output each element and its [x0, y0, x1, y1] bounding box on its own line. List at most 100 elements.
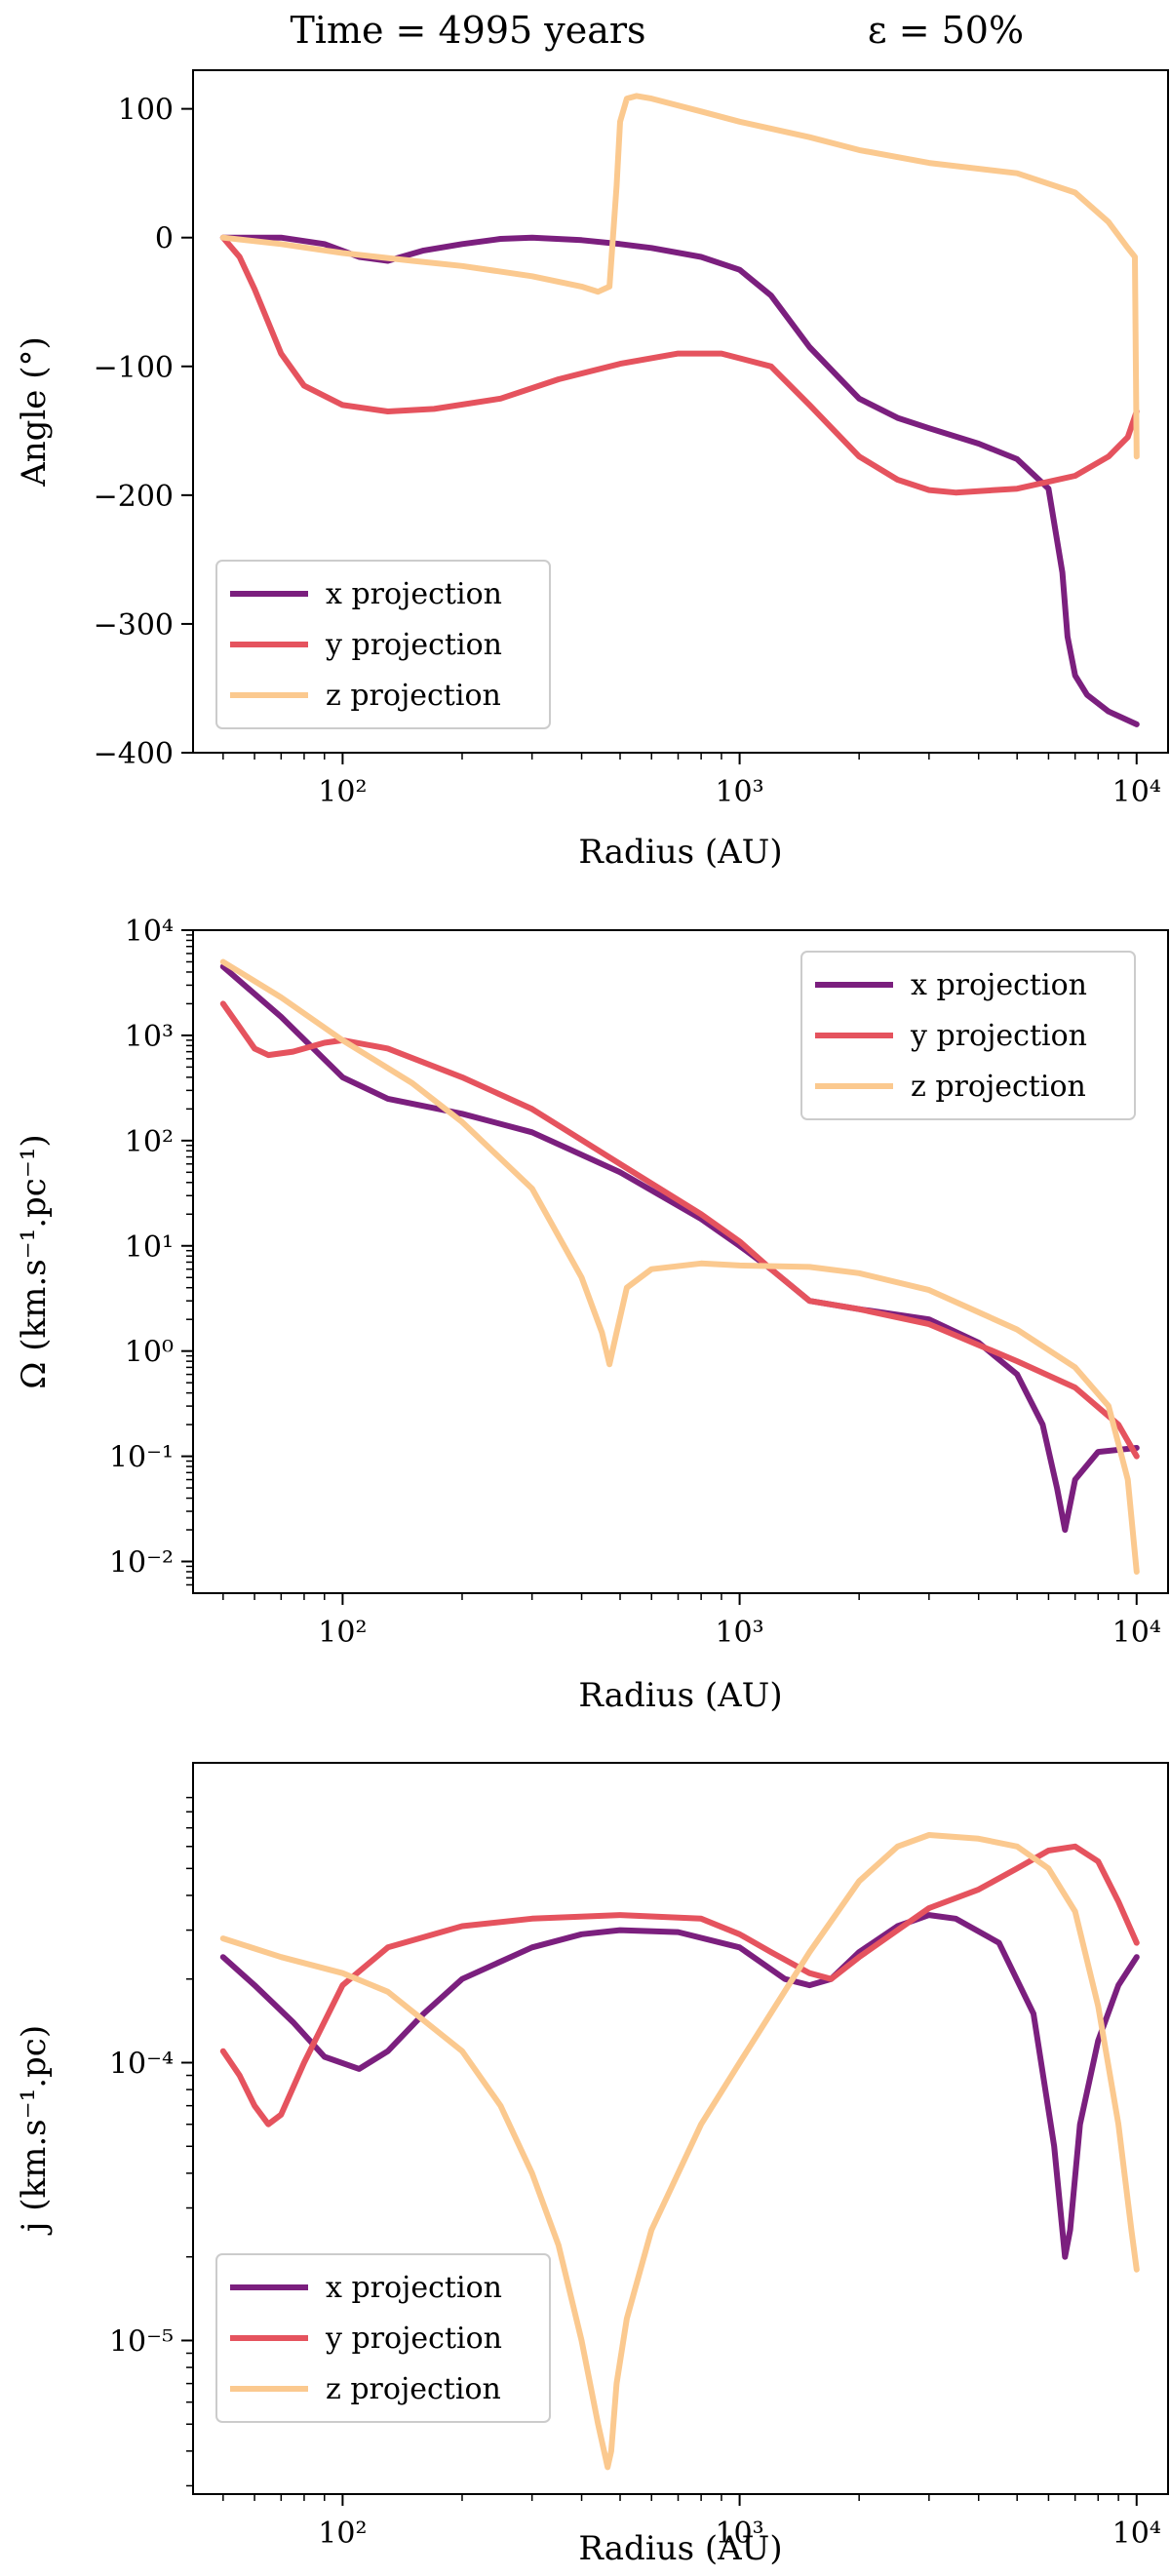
- data-point: [1045, 1865, 1051, 1871]
- data-point: [926, 1321, 932, 1327]
- data-point: [926, 425, 932, 431]
- specific-angular-momentum-panel: 10² 10³ 10⁴ 10⁻⁴ 10⁻⁵ Radius (AU) j (km.s⁻¹.pc…: [15, 1762, 1169, 2568]
- figure-title-time: Time = 4995 years: [290, 9, 645, 52]
- data-point: [220, 1000, 226, 1006]
- data-point: [806, 402, 812, 408]
- data-point: [459, 2049, 465, 2054]
- data-point: [265, 2122, 271, 2127]
- data-point: [237, 1024, 243, 1030]
- data-point: [737, 1263, 743, 1268]
- x-tick-label: 10³: [715, 775, 763, 809]
- data-point: [1072, 673, 1078, 679]
- data-point: [1072, 1909, 1078, 1914]
- data-point: [421, 2010, 426, 2016]
- data-point: [1095, 1449, 1101, 1455]
- y-tick-label: −400: [94, 737, 174, 771]
- data-point: [606, 284, 612, 290]
- data-point: [1134, 722, 1140, 727]
- legend-frame: [800, 951, 1136, 1120]
- data-point: [996, 1940, 1002, 1946]
- data-point: [1106, 1403, 1112, 1409]
- data-point: [556, 2243, 562, 2248]
- data-point: [976, 441, 982, 447]
- data-point: [529, 1129, 535, 1135]
- data-point: [613, 2381, 619, 2387]
- axes-frame: [192, 69, 1169, 754]
- x-tick-label: 10³: [715, 1616, 763, 1650]
- data-point: [278, 241, 284, 247]
- data-point: [220, 2049, 226, 2054]
- data-point: [698, 108, 704, 114]
- data-point: [291, 2019, 295, 2025]
- data-point: [579, 1274, 584, 1280]
- data-point: [926, 488, 932, 493]
- y-tick-label: 10⁻²: [109, 1546, 174, 1581]
- data-point: [385, 1096, 391, 1102]
- data-point: [608, 2448, 614, 2454]
- data-point: [252, 1982, 257, 1988]
- x-axis-label: Radius (AU): [578, 833, 782, 872]
- data-point: [624, 2316, 630, 2322]
- y-tick-label: −100: [94, 351, 174, 385]
- data-point: [529, 1186, 535, 1191]
- data-point: [529, 1944, 535, 1950]
- data-point: [953, 1916, 958, 1922]
- data-point: [613, 183, 619, 189]
- data-point: [1125, 245, 1131, 251]
- data-point: [356, 2066, 362, 2072]
- y-tick-label: 10⁰: [125, 1336, 174, 1370]
- data-point: [421, 248, 426, 254]
- data-point: [431, 406, 437, 411]
- series-line-y-projection: [219, 234, 1140, 496]
- data-point: [1072, 190, 1078, 195]
- data-point: [339, 1982, 345, 1988]
- data-point: [237, 254, 243, 259]
- series-line-x-projection: [219, 1912, 1140, 2260]
- data-point: [617, 1928, 623, 1933]
- data-point: [617, 1161, 623, 1167]
- data-point: [1014, 486, 1020, 491]
- data-point: [648, 1267, 654, 1272]
- data-point: [529, 2170, 535, 2176]
- y-tick-label: 10³: [125, 1020, 174, 1054]
- data-point: [698, 2122, 704, 2127]
- data-point: [529, 1916, 535, 1922]
- data-point: [624, 1285, 630, 1291]
- data-point: [1115, 1422, 1121, 1427]
- data-point: [1077, 2122, 1083, 2127]
- data-point: [339, 251, 345, 255]
- x-tick-label: 10²: [318, 2517, 367, 2551]
- data-point: [1106, 709, 1112, 715]
- data-point: [719, 351, 724, 357]
- data-point: [459, 1924, 465, 1929]
- x-tick-label: 10²: [318, 775, 367, 809]
- data-point: [579, 1932, 584, 1937]
- data-point: [301, 383, 307, 389]
- y-tick-label: 10¹: [125, 1230, 174, 1265]
- data-point: [768, 364, 774, 370]
- data-point: [698, 1261, 704, 1267]
- x-tick-label: 10⁴: [1112, 775, 1161, 809]
- legend-label: x projection: [326, 2271, 502, 2305]
- data-point: [613, 1330, 619, 1336]
- data-point: [606, 1361, 612, 1367]
- data-point: [1039, 1422, 1045, 1427]
- data-point: [599, 1330, 604, 1336]
- data-point: [1060, 569, 1066, 575]
- legend-label: z projection: [326, 679, 501, 713]
- data-point: [1014, 1358, 1020, 1364]
- data-point: [339, 402, 345, 408]
- legend-label: y projection: [910, 1019, 1087, 1053]
- data-point: [1072, 1364, 1078, 1370]
- series-line-y-projection: [219, 1843, 1140, 2127]
- data-point: [895, 1928, 901, 1933]
- data-point: [1095, 2038, 1101, 2044]
- data-point: [698, 1916, 704, 1922]
- legend-frame: [215, 560, 551, 729]
- y-axis-label: j (km.s⁻¹.pc): [15, 2025, 54, 2236]
- y-tick-label: 10⁻¹: [109, 1441, 174, 1475]
- data-point: [220, 235, 226, 241]
- data-point: [252, 1045, 257, 1051]
- legend: x projection y projection z projection: [215, 2253, 551, 2423]
- data-point: [737, 2060, 743, 2065]
